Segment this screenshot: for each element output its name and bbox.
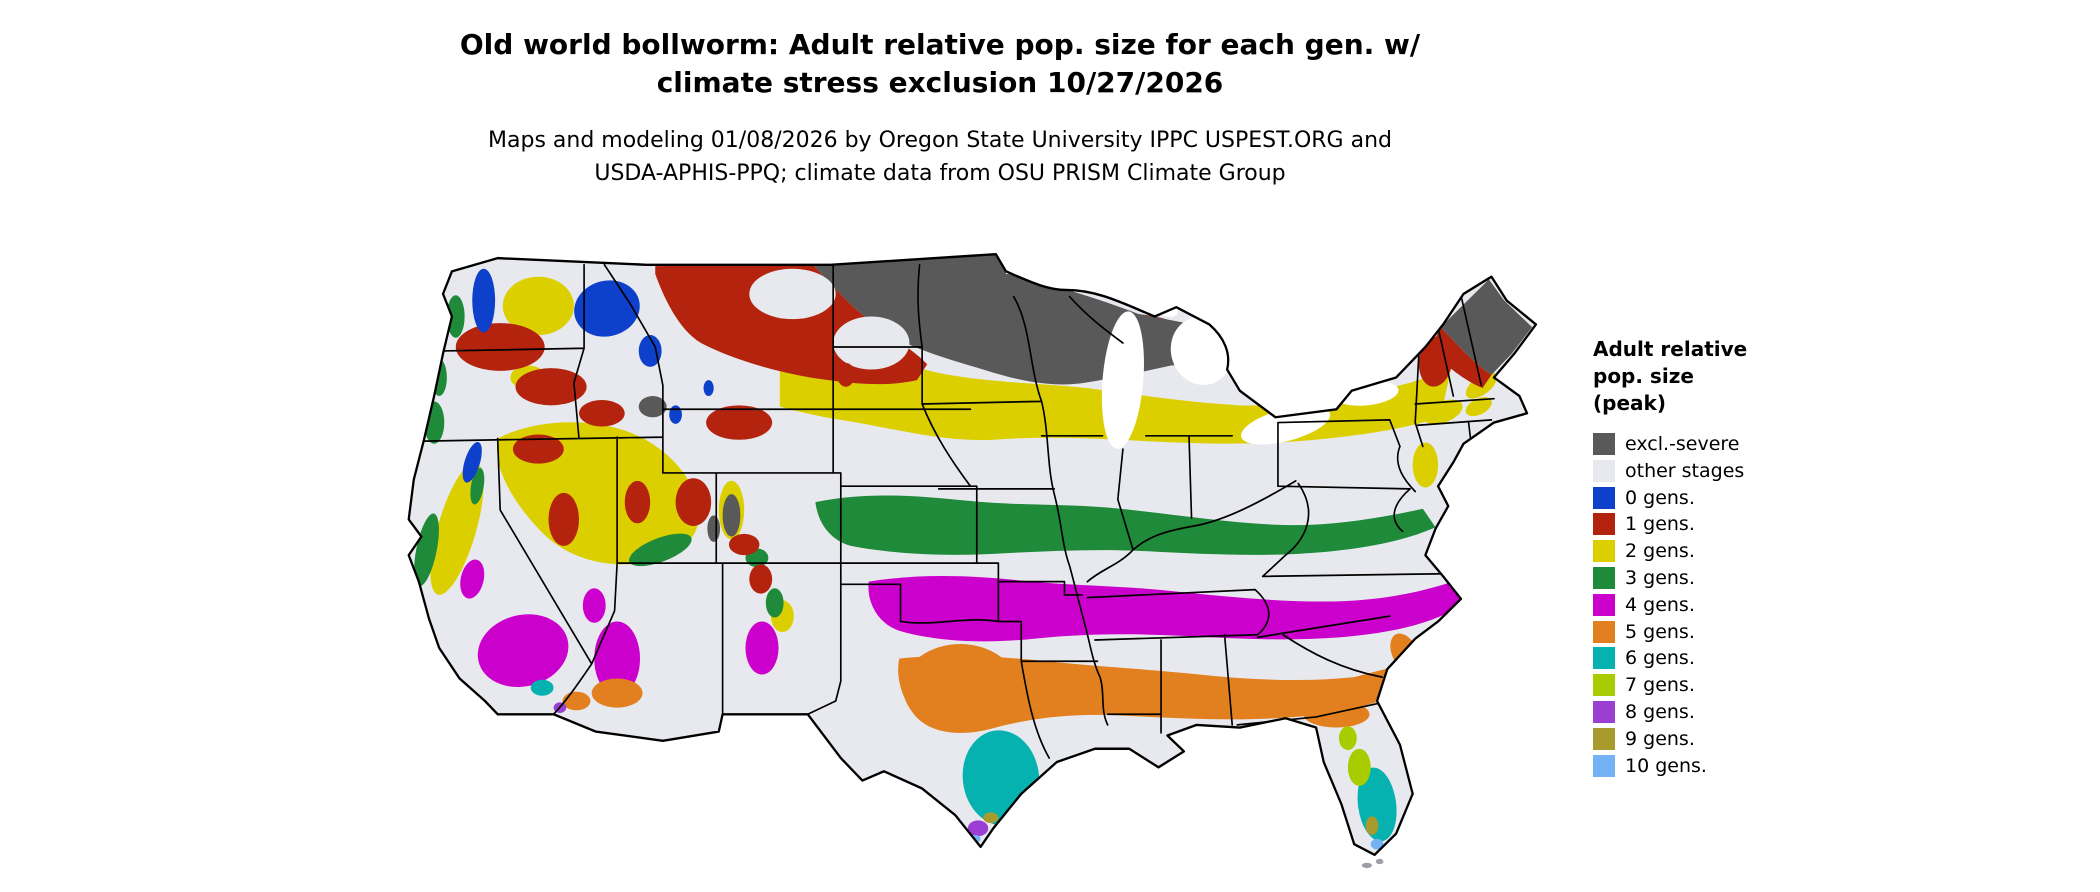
figure-title-line2: climate stress exclusion 10/27/2026 (656, 66, 1224, 99)
figure-title: Old world bollworm: Adult relative pop. … (0, 26, 1880, 102)
legend-item: 10 gens. (1593, 754, 1853, 777)
legend-label: 0 gens. (1625, 486, 1695, 509)
us-map-svg (407, 252, 1538, 869)
legend-swatch (1593, 513, 1615, 536)
legend-item: 8 gens. (1593, 700, 1853, 723)
legend-swatch (1593, 620, 1615, 643)
legend-item: 2 gens. (1593, 540, 1853, 563)
legend-label: 6 gens. (1625, 647, 1695, 670)
legend-label: excl.-severe (1625, 433, 1740, 455)
legend-swatch (1593, 727, 1615, 750)
legend-title-line1: Adult relative (1593, 337, 1748, 361)
legend-item: 6 gens. (1593, 647, 1853, 670)
legend-label: 1 gens. (1625, 513, 1695, 536)
legend-swatch (1593, 566, 1615, 589)
legend-item: other stages (1593, 459, 1853, 482)
legend-title-line2: pop. size (1593, 364, 1694, 388)
figure-title-line1: Old world bollworm: Adult relative pop. … (459, 28, 1421, 61)
legend-label: 2 gens. (1625, 540, 1695, 563)
legend-item: 1 gens. (1593, 513, 1853, 536)
legend-item: 7 gens. (1593, 674, 1853, 697)
us-map (335, 221, 1555, 884)
region-9-gens (983, 812, 1379, 835)
legend-label: 7 gens. (1625, 674, 1695, 697)
legend-item: 0 gens. (1593, 486, 1853, 509)
legend-swatch (1593, 674, 1615, 697)
figure-subtitle-line2: USDA-APHIS-PPQ; climate data from OSU PR… (594, 161, 1286, 186)
legend-swatch (1593, 433, 1615, 455)
legend-item: 9 gens. (1593, 727, 1853, 750)
state-borders (423, 263, 1495, 759)
legend-swatch (1593, 754, 1615, 777)
legend-swatch (1593, 459, 1615, 482)
legend-label: other stages (1625, 459, 1745, 482)
legend-label: 9 gens. (1625, 727, 1695, 750)
legend-swatch (1593, 647, 1615, 670)
figure-subtitle: Maps and modeling 01/08/2026 by Oregon S… (0, 124, 1880, 190)
region-5-gens (562, 633, 1420, 733)
legend-swatch (1593, 540, 1615, 563)
legend-title-line3: (peak) (1593, 391, 1666, 415)
legend-item: excl.-severe (1593, 433, 1853, 455)
us-outline (407, 252, 1538, 857)
legend-label: 5 gens. (1625, 620, 1695, 643)
legend-item: 4 gens. (1593, 593, 1853, 616)
legend-item: 3 gens. (1593, 566, 1853, 589)
legend-item: 5 gens. (1593, 620, 1853, 643)
region-other-stages-patches (749, 268, 910, 370)
legend-label: 10 gens. (1625, 754, 1707, 777)
legend-swatch (1593, 593, 1615, 616)
legend-swatch (1593, 700, 1615, 723)
figure-subtitle-line1: Maps and modeling 01/08/2026 by Oregon S… (488, 128, 1392, 153)
legend-label: 4 gens. (1625, 593, 1695, 616)
legend-swatch (1593, 486, 1615, 509)
legend-label: 3 gens. (1625, 566, 1695, 589)
map-legend: Adult relative pop. size (peak) excl.-se… (1593, 336, 1853, 781)
region-1-gens-blackhills (836, 362, 855, 387)
region-10-gens (970, 834, 1384, 850)
region-4-gens (460, 559, 1464, 696)
legend-items: excl.-severe other stages 0 gens. 1 gens. 2 … (1593, 433, 1853, 777)
legend-title: Adult relative pop. size (peak) (1593, 336, 1853, 417)
florida-keys (1361, 858, 1384, 869)
legend-label: 8 gens. (1625, 700, 1695, 723)
